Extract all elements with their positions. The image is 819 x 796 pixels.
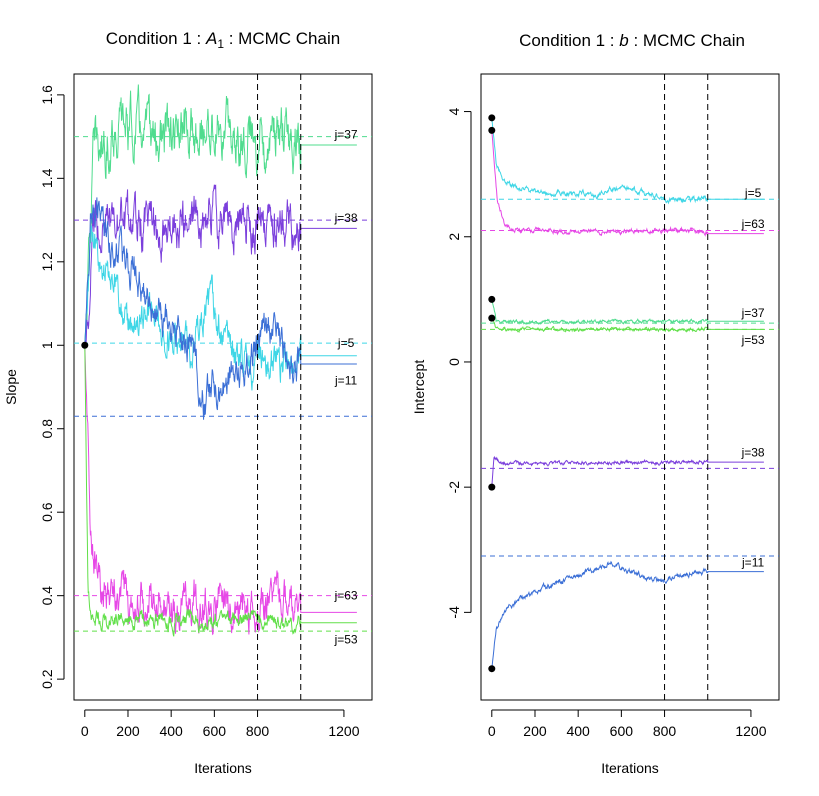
chart-title-symbol: b bbox=[619, 31, 628, 50]
series-line-j63 bbox=[84, 345, 357, 636]
series-label: j=38 bbox=[741, 446, 765, 460]
start-point bbox=[488, 295, 496, 303]
series-line-j11 bbox=[491, 560, 764, 669]
series-line-j38 bbox=[84, 184, 357, 346]
series-label: j=53 bbox=[741, 333, 765, 347]
series-line-j5 bbox=[491, 117, 764, 205]
plot-frame bbox=[73, 73, 373, 701]
chart-title-prefix: Condition 1 : bbox=[519, 31, 619, 50]
plot-frame bbox=[480, 73, 780, 701]
slope-chain-panel: Condition 1 : A1 : MCMC ChainIterationsS… bbox=[3, 29, 373, 776]
series-line-j63 bbox=[491, 130, 764, 237]
series-label: j=63 bbox=[334, 589, 358, 603]
series-line-j53 bbox=[84, 345, 357, 637]
x-tick-label: 0 bbox=[81, 723, 89, 739]
chart-title-prefix: Condition 1 : bbox=[106, 29, 206, 48]
series-line-j37 bbox=[491, 299, 764, 325]
x-tick-label: 200 bbox=[523, 723, 547, 739]
start-point bbox=[488, 314, 496, 322]
x-tick-label: 200 bbox=[116, 723, 140, 739]
x-axis-label: Iterations bbox=[601, 760, 659, 776]
chart-title-subscript: 1 bbox=[217, 37, 224, 51]
y-tick-label: 1 bbox=[39, 341, 55, 349]
x-axis-label: Iterations bbox=[194, 760, 252, 776]
chart-title: Condition 1 : A1 : MCMC Chain bbox=[106, 29, 340, 51]
y-axis-label: Intercept bbox=[411, 360, 427, 415]
series-line-j53 bbox=[491, 317, 764, 334]
series-line-j37 bbox=[84, 84, 357, 346]
intercept-chain-panel: Condition 1 : b : MCMC Chain Iterations In… bbox=[411, 31, 780, 776]
series-group bbox=[84, 84, 357, 637]
series-line-j11 bbox=[84, 197, 357, 420]
chart-title-symbol: A bbox=[205, 29, 217, 48]
series-label: j=63 bbox=[741, 217, 765, 231]
x-tick-label: 800 bbox=[246, 723, 270, 739]
chart-title-suffix: : MCMC Chain bbox=[224, 29, 340, 48]
y-tick-label: 0.8 bbox=[39, 419, 55, 439]
series-label: j=53 bbox=[334, 632, 358, 646]
x-tick-label: 800 bbox=[653, 723, 677, 739]
y-tick-label: 0 bbox=[446, 358, 462, 366]
series-group bbox=[491, 117, 764, 669]
start-point bbox=[488, 665, 496, 673]
y-tick-label: 0.2 bbox=[39, 669, 55, 689]
series-label: j=11 bbox=[334, 374, 357, 388]
y-axis-label: Slope bbox=[3, 369, 19, 405]
series-line-j5 bbox=[84, 225, 357, 391]
y-tick-label: 1.6 bbox=[39, 85, 55, 105]
chart-title: Condition 1 : b : MCMC Chain bbox=[519, 31, 745, 50]
series-label: j=5 bbox=[744, 186, 762, 200]
y-tick-label: 4 bbox=[446, 107, 462, 115]
series-label: j=37 bbox=[741, 306, 765, 320]
start-point bbox=[488, 114, 496, 122]
start-point bbox=[488, 483, 496, 491]
series-label: j=11 bbox=[741, 555, 764, 569]
y-tick-label: 0.4 bbox=[39, 586, 55, 606]
x-tick-label: 1200 bbox=[328, 723, 359, 739]
series-line-j38 bbox=[491, 455, 764, 488]
x-tick-label: 1200 bbox=[735, 723, 766, 739]
series-label: j=5 bbox=[337, 336, 355, 350]
x-tick-label: 400 bbox=[566, 723, 590, 739]
y-tick-label: 1.4 bbox=[39, 168, 55, 188]
x-tick-label: 600 bbox=[610, 723, 634, 739]
x-tick-label: 400 bbox=[159, 723, 183, 739]
x-tick-label: 0 bbox=[488, 723, 496, 739]
y-tick-label: 1.2 bbox=[39, 252, 55, 272]
x-tick-label: 600 bbox=[203, 723, 227, 739]
y-tick-label: 0.6 bbox=[39, 502, 55, 522]
start-point bbox=[81, 341, 89, 349]
chart-title-suffix: : MCMC Chain bbox=[629, 31, 745, 50]
y-tick-label: 2 bbox=[446, 233, 462, 241]
y-tick-label: -4 bbox=[446, 606, 462, 619]
start-point bbox=[488, 126, 496, 134]
series-label: j=37 bbox=[334, 128, 358, 142]
y-tick-label: -2 bbox=[446, 481, 462, 494]
series-label: j=38 bbox=[334, 211, 358, 225]
